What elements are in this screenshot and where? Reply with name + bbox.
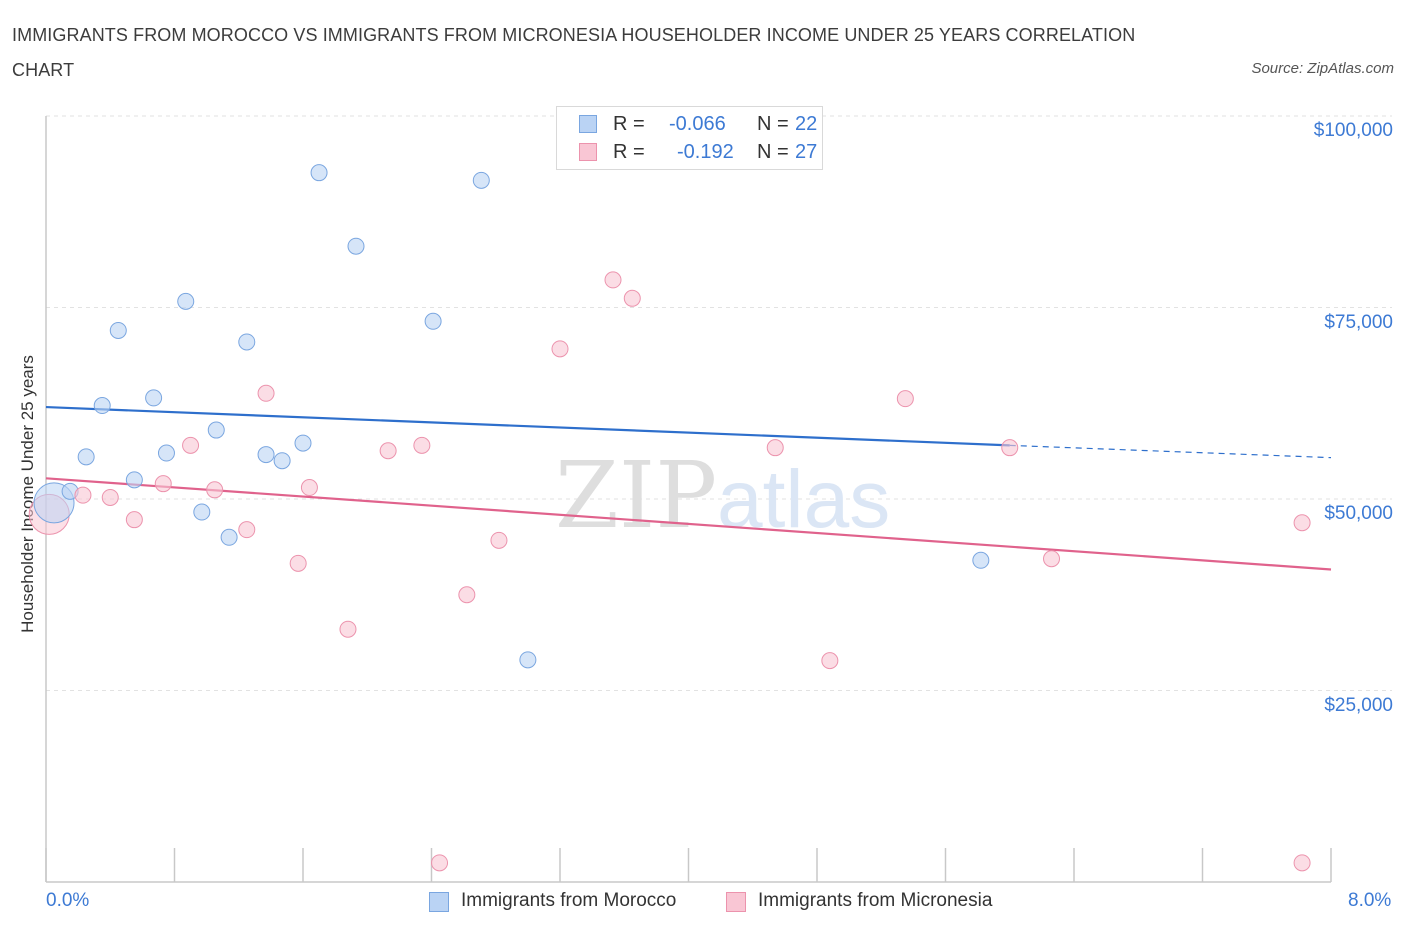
source-label: Source: ZipAtlas.com [1251,60,1394,77]
point-micronesia [379,442,397,460]
point-micronesia [490,531,508,549]
watermark: ZIP atlas [555,442,890,549]
point-morocco [193,503,211,521]
point-micronesia [431,854,449,872]
x-tick-label-max: 8.0% [1348,890,1392,911]
point-morocco [310,164,328,182]
x-tick-label-min: 0.0% [46,890,90,911]
point-morocco [77,448,95,466]
point-micronesia [604,271,622,289]
legend-n-value: 27 [795,141,818,163]
point-micronesia [238,521,256,539]
point-morocco [125,471,143,489]
point-morocco [207,421,225,439]
y-tick-label: $25,000 [1324,694,1393,716]
point-morocco [177,292,195,310]
point-morocco [145,389,163,407]
watermark-zip: ZIP [555,442,717,549]
legend-series-name: Immigrants from Morocco [461,890,677,911]
legend-swatch-micronesia [579,143,597,161]
legend-r-value: -0.066 [669,113,726,135]
point-morocco [109,321,127,339]
legend-n-label: N = [757,141,789,163]
grid [46,115,1392,691]
point-morocco [424,312,442,330]
point-morocco [257,446,275,464]
point-morocco [294,434,312,452]
trend-lines [45,405,1332,571]
point-micronesia [551,340,569,358]
legend-n-value: 22 [795,113,818,135]
legend-swatch-micronesia [726,892,746,912]
chart-title: IMMIGRANTS FROM MOROCCO VS IMMIGRANTS FR… [12,25,1136,80]
point-micronesia [101,488,119,506]
point-micronesia [896,390,914,408]
y-tick-label: $50,000 [1324,503,1393,524]
point-micronesia [458,586,476,604]
data-points [28,164,1311,872]
point-morocco [347,237,365,255]
point-micronesia [821,652,839,670]
point-micronesia [1043,550,1061,568]
legend-swatch-morocco [579,115,597,133]
legend-r-label: R = [613,141,645,163]
point-micronesia [300,479,318,497]
point-micronesia [257,384,275,402]
point-micronesia [154,475,172,493]
legend-r-value: -0.192 [677,141,734,163]
trend-line-micronesia [45,477,1332,571]
point-micronesia [74,486,92,504]
y-tick-label: $100,000 [1313,120,1393,141]
point-micronesia [182,436,200,454]
legend-swatch-morocco [429,892,449,912]
point-micronesia [1001,439,1019,457]
point-micronesia [413,436,431,454]
point-morocco [157,444,175,462]
trend-line-morocco-extension [1009,444,1332,459]
point-morocco [238,333,256,351]
point-morocco [93,397,111,415]
legend-n-label: N = [757,113,789,135]
point-micronesia [623,289,641,307]
point-micronesia [125,511,143,529]
stats-legend: R = -0.066 N = 22 R = -0.192 N = 27 [556,106,823,170]
point-morocco [972,551,990,569]
point-morocco [472,171,490,189]
legend-r-label: R = [613,113,645,135]
point-micronesia [1293,854,1311,872]
watermark-atlas: atlas [717,454,890,545]
point-micronesia [339,620,357,638]
point-micronesia [1293,514,1311,532]
point-micronesia [289,554,307,572]
point-micronesia [766,439,784,457]
point-morocco [273,452,291,470]
point-morocco [220,528,238,546]
y-tick-label: $75,000 [1324,311,1393,333]
point-morocco [519,651,537,669]
point-micronesia [206,481,224,499]
trend-line-morocco [45,405,1010,447]
legend-series-name: Immigrants from Micronesia [758,890,993,911]
